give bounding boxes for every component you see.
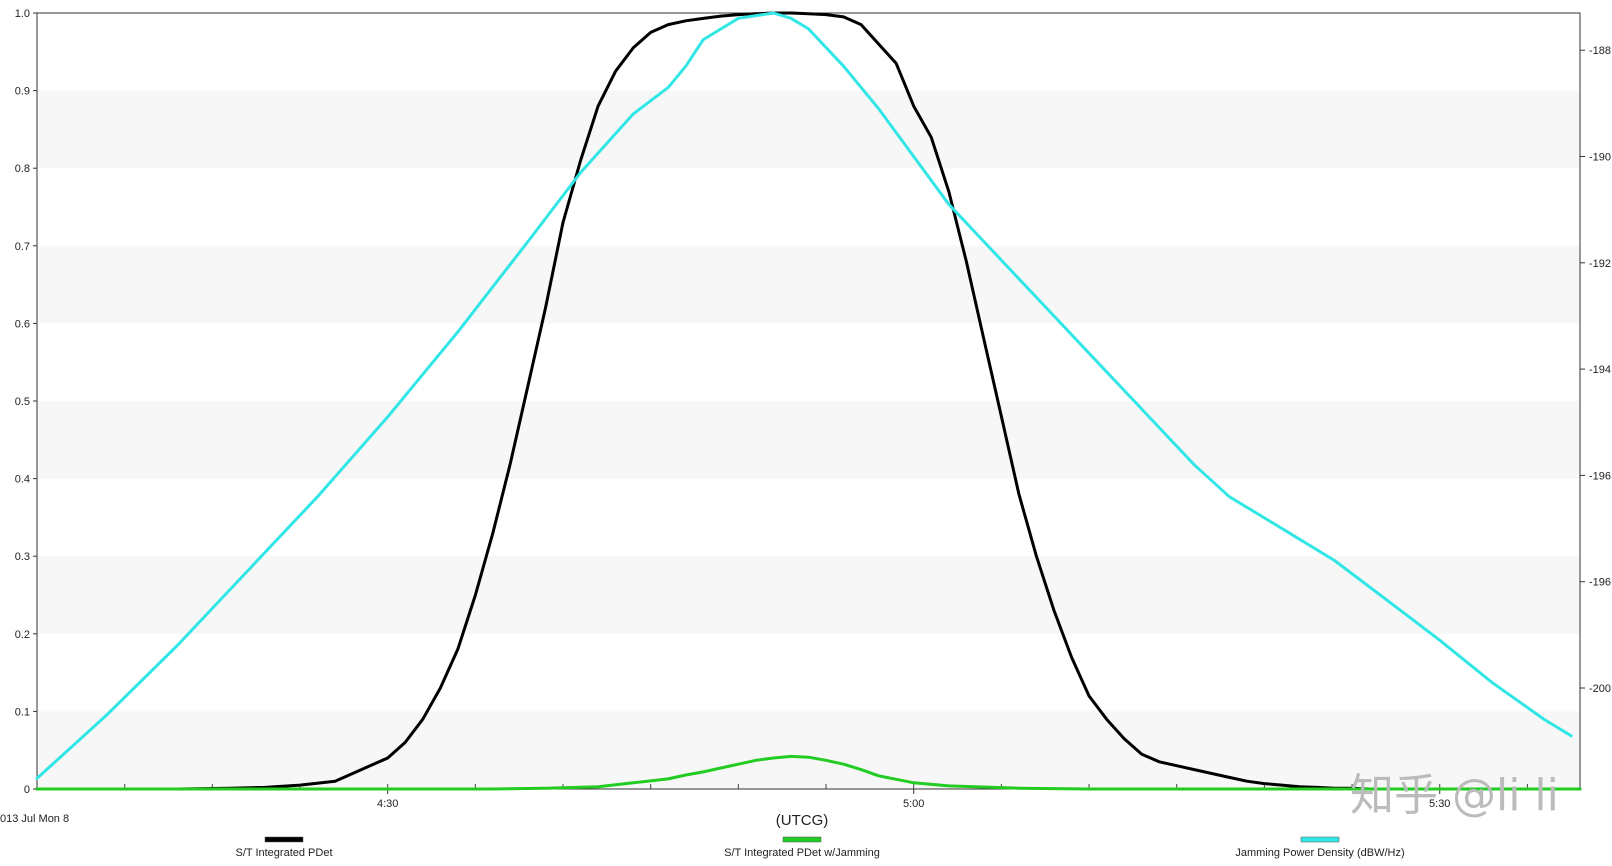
y-left-tick-label: 0.3 <box>15 551 30 563</box>
grid-band <box>37 90 1580 169</box>
series-lines <box>35 11 1582 791</box>
y-right-tick-label: -196 <box>1589 577 1611 589</box>
x-tick-label: 4:30 <box>377 798 398 810</box>
y-left-tick-label: 0.1 <box>15 706 30 718</box>
y-left-tick-label: 0.8 <box>15 163 30 175</box>
background-bands <box>37 90 1580 789</box>
x-axis: 4:30 5:00 5:30 <box>377 789 1450 810</box>
y-left-tick-label: 0.4 <box>15 474 30 486</box>
y-left-tick-label: 0.2 <box>15 629 30 641</box>
y-left-tick-label: 1.0 <box>15 8 30 20</box>
legend-label: S/T Integrated PDet w/Jamming <box>724 847 880 859</box>
y-right-tick-label: -200 <box>1589 683 1611 695</box>
start-date-label: 013 Jul Mon 8 <box>0 813 69 825</box>
series-line-2 <box>35 754 1582 791</box>
grid-band <box>37 401 1580 479</box>
legend-label: S/T Integrated PDet <box>235 847 332 859</box>
grid-band <box>37 556 1580 634</box>
y-left-tick-label: 0.9 <box>15 86 30 98</box>
y-axis-left: 0 0.1 0.2 0.3 0.4 0.5 0.6 0.7 0.8 0.9 1.0 <box>15 8 37 796</box>
legend: S/T Integrated PDet S/T Integrated PDet w… <box>235 836 1405 859</box>
legend-swatch <box>264 836 304 843</box>
grid-band <box>37 711 1580 789</box>
x-tick-label: 5:30 <box>1429 798 1450 810</box>
y-right-tick-label: -196 <box>1589 470 1611 482</box>
series-line-1 <box>35 11 1582 791</box>
y-axis-right: -188 -190 -192 -194 -196 -196 -200 <box>1580 45 1611 695</box>
legend-label: Jamming Power Density (dBW/Hz) <box>1235 847 1404 859</box>
legend-swatch <box>1300 836 1340 843</box>
series-line-3 <box>35 11 1573 780</box>
y-right-tick-label: -188 <box>1589 45 1611 57</box>
watermark-text: 知乎 @li li <box>1350 770 1559 821</box>
y-right-tick-label: -192 <box>1589 258 1611 270</box>
y-left-tick-label: 0 <box>24 784 30 796</box>
x-tick-label: 5:00 <box>903 798 924 810</box>
y-left-tick-label: 0.6 <box>15 318 30 330</box>
x-axis-label: (UTCG) <box>776 812 829 829</box>
legend-swatch <box>782 836 822 843</box>
y-left-tick-label: 0.5 <box>15 396 30 408</box>
y-left-tick-label: 0.7 <box>15 241 30 253</box>
y-right-tick-label: -194 <box>1589 364 1611 376</box>
y-right-tick-label: -190 <box>1589 152 1611 164</box>
grid-band <box>37 245 1580 324</box>
